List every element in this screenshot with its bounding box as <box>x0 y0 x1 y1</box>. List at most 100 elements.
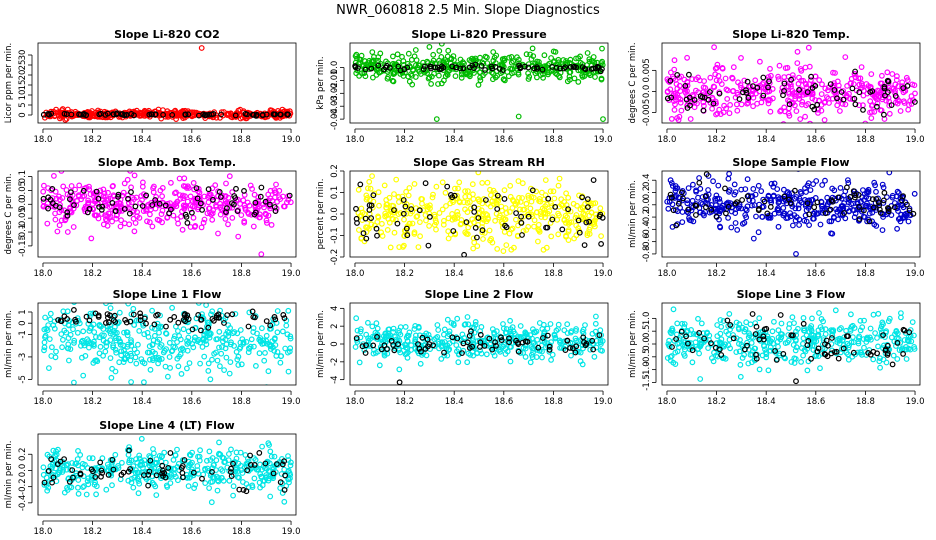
data-point-all <box>355 186 362 193</box>
data-point-all <box>52 210 58 217</box>
data-point-all <box>61 327 68 334</box>
data-point-all <box>776 62 783 69</box>
data-point-all <box>848 311 854 318</box>
data-point-selected <box>378 346 385 353</box>
data-point-all <box>720 343 727 350</box>
data-point-all <box>771 318 777 325</box>
data-point-selected <box>586 218 592 225</box>
data-point-selected <box>141 315 148 322</box>
data-point-all <box>167 365 174 371</box>
data-point-all <box>130 484 137 491</box>
data-point-selected <box>576 229 583 236</box>
data-point-all <box>205 322 212 328</box>
data-point-selected <box>252 209 259 216</box>
data-point-all <box>366 225 372 232</box>
data-point-all <box>179 226 186 233</box>
y-tick-label: 20 <box>18 70 28 81</box>
data-point-selected <box>499 67 506 73</box>
data-point-all <box>736 348 743 355</box>
data-point-all <box>79 193 86 200</box>
data-point-selected <box>109 199 116 206</box>
data-point-all <box>539 354 545 361</box>
data-point-all <box>561 205 568 212</box>
data-point-all <box>520 213 527 220</box>
data-point-all <box>131 172 138 179</box>
data-point-all <box>357 328 364 335</box>
data-point-selected <box>151 321 158 328</box>
data-point-all <box>439 206 446 213</box>
data-point-all <box>204 210 211 217</box>
data-point-all <box>87 191 94 198</box>
data-point-all <box>820 318 826 325</box>
data-point-selected <box>894 340 901 346</box>
data-point-all <box>250 343 257 350</box>
data-point-all <box>242 206 249 213</box>
data-point-all <box>368 58 375 65</box>
data-point-all <box>70 224 77 230</box>
data-point-selected <box>861 207 867 214</box>
data-point-all <box>874 87 881 94</box>
data-point-all <box>107 322 113 329</box>
outlier-point <box>426 44 433 50</box>
data-point-all <box>403 350 410 357</box>
data-point-all <box>735 79 741 86</box>
data-point-all <box>566 219 573 226</box>
data-point-all <box>860 213 867 220</box>
data-point-selected <box>790 332 796 339</box>
data-point-all <box>109 365 115 372</box>
data-point-all <box>872 182 878 189</box>
data-point-all <box>72 186 78 193</box>
data-point-all <box>802 348 809 355</box>
data-point-all <box>446 328 453 335</box>
data-point-all <box>501 216 508 223</box>
data-point-selected <box>703 204 709 211</box>
data-point-all <box>117 200 124 207</box>
data-point-selected <box>596 332 603 339</box>
data-point-all <box>718 81 725 87</box>
data-point-all <box>156 329 162 336</box>
data-point-all <box>436 345 442 352</box>
data-point-all <box>803 81 809 88</box>
data-point-selected <box>267 201 273 208</box>
data-point-all <box>795 205 802 212</box>
x-tick-label: 18.0 <box>33 269 52 279</box>
data-point-all <box>866 210 873 217</box>
y-tick-label: -0.2 <box>330 249 340 266</box>
data-point-all <box>501 228 508 235</box>
data-point-selected <box>482 67 489 73</box>
data-point-all <box>810 181 817 188</box>
data-point-selected <box>425 242 432 249</box>
data-point-selected <box>263 111 270 118</box>
data-point-selected <box>498 334 504 341</box>
data-point-selected <box>734 199 740 206</box>
data-point-all <box>786 90 792 97</box>
data-point-selected <box>519 232 525 238</box>
data-point-selected <box>562 347 569 354</box>
data-point-all <box>508 226 515 233</box>
data-point-all <box>287 345 294 352</box>
data-point-all <box>246 309 253 316</box>
data-point-selected <box>761 326 768 333</box>
data-point-all <box>844 82 850 89</box>
data-point-all <box>788 359 795 365</box>
data-point-selected <box>722 185 728 192</box>
data-point-all <box>693 331 700 338</box>
data-point-all <box>871 179 878 186</box>
data-point-all <box>479 179 486 186</box>
data-point-all <box>149 223 156 230</box>
data-point-all <box>821 99 828 106</box>
data-point-all <box>527 359 534 366</box>
data-point-all <box>597 205 604 212</box>
data-point-selected <box>193 185 200 192</box>
data-point-selected <box>588 66 595 72</box>
y-tick-label: 15 <box>18 80 28 91</box>
data-point-all <box>436 48 443 54</box>
data-point-selected <box>691 96 698 103</box>
data-point-all <box>484 54 490 61</box>
data-point-all <box>171 335 177 342</box>
data-point-all <box>593 313 599 320</box>
data-point-selected <box>834 95 840 102</box>
data-point-all <box>176 192 183 199</box>
data-point-all <box>692 339 699 346</box>
data-point-all <box>363 224 369 231</box>
